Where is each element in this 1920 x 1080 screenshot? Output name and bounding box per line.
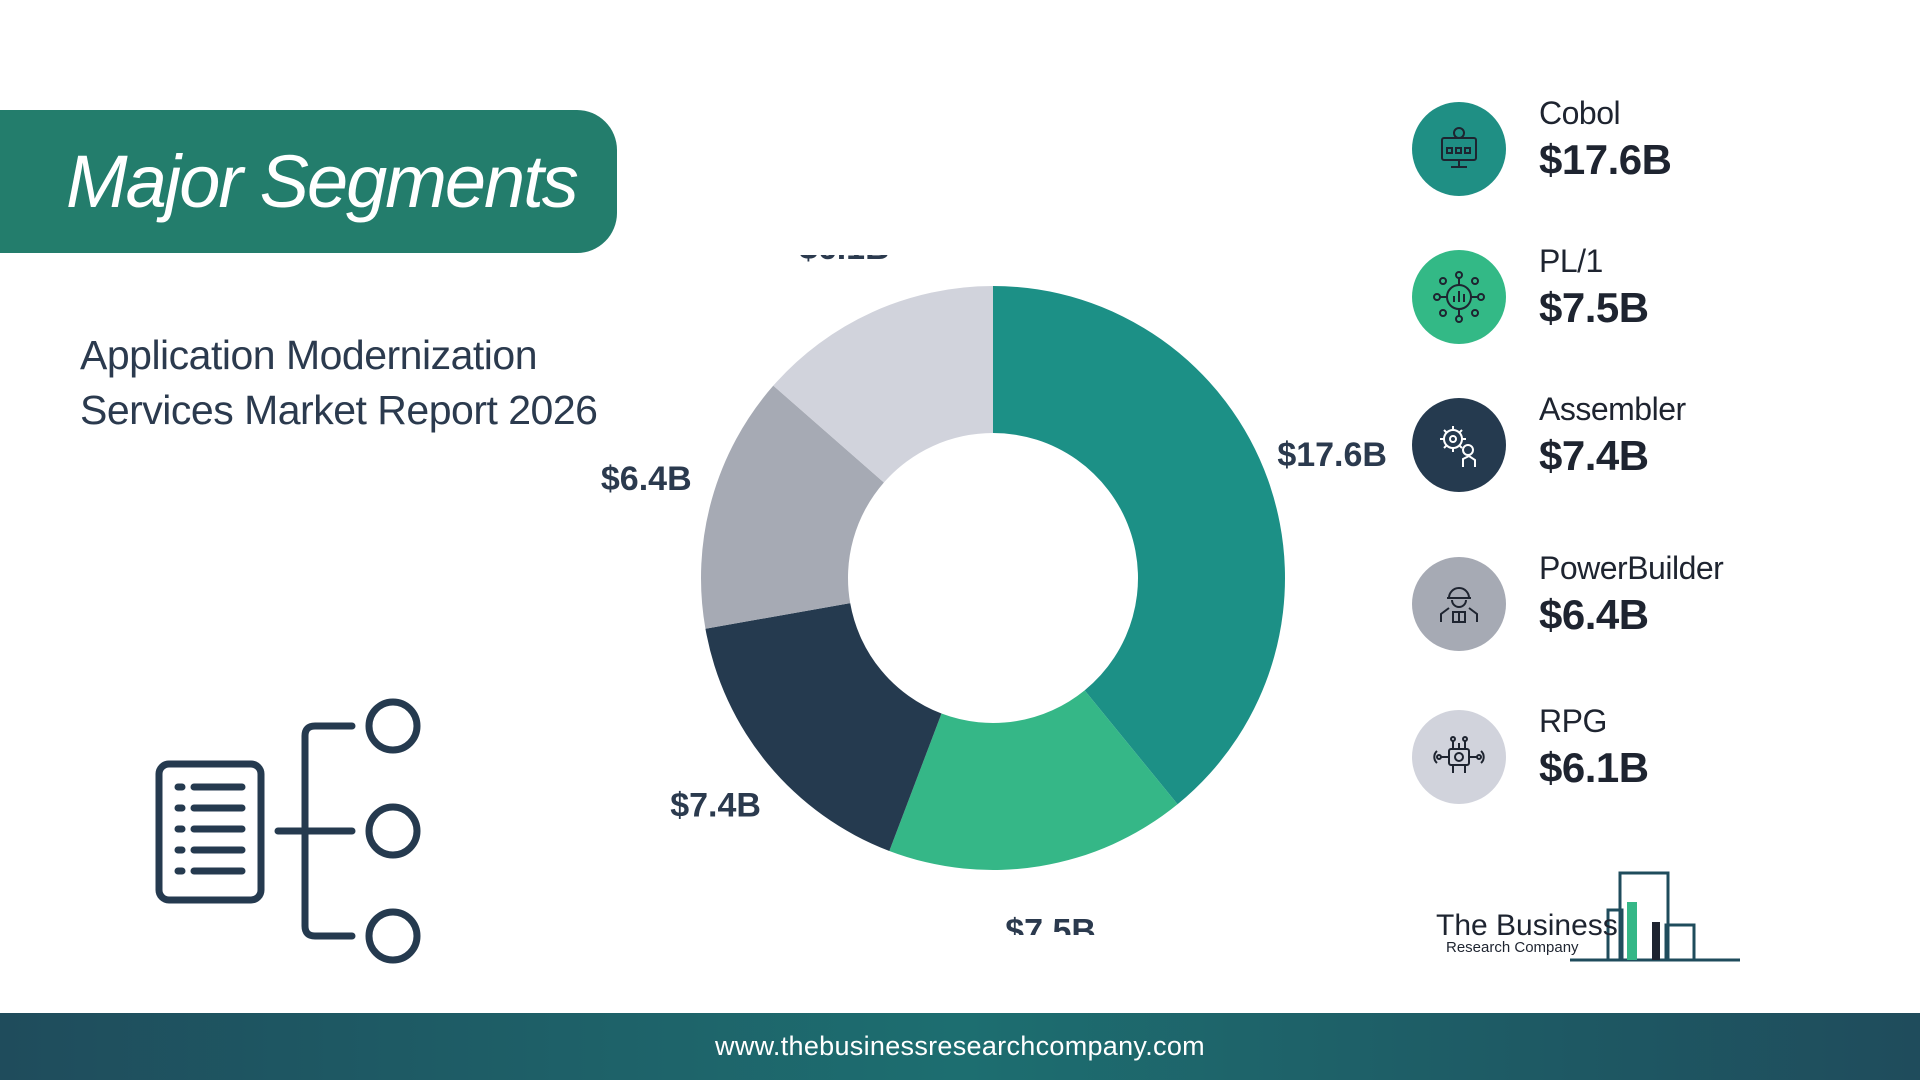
legend-label-pl1: PL/1	[1539, 243, 1603, 279]
footer-url: www.thebusinessresearchcompany.com	[715, 1031, 1205, 1061]
worker-helmet-icon	[1412, 557, 1506, 651]
data-label-rpg: $6.1B	[799, 255, 890, 267]
data-label-assembler: $7.4B	[670, 786, 761, 824]
legend-label-rpg: RPG	[1539, 703, 1607, 739]
legend-value-rpg: $6.1B	[1539, 744, 1649, 791]
legend-item-rpg: RPG $6.1B	[1412, 703, 1872, 810]
donut-chart: $17.6B $7.5B $7.4B $6.4B $6.1B	[601, 255, 1387, 935]
circuit-chip-icon	[1412, 710, 1506, 804]
footer-bar: www.thebusinessresearchcompany.com	[0, 1013, 1920, 1080]
donut-slice-cobol	[993, 286, 1285, 805]
legend-value-powerbuilder: $6.4B	[1539, 591, 1649, 638]
data-label-powerbuilder: $6.4B	[601, 460, 692, 498]
legend-value-assembler: $7.4B	[1539, 432, 1649, 479]
legend-item-assembler: Assembler $7.4B	[1412, 391, 1872, 498]
company-logo: The Business Research Company	[1436, 871, 1740, 962]
donut-slice-assembler	[705, 603, 942, 851]
data-label-cobol: $17.6B	[1277, 436, 1387, 474]
legend-label-cobol: Cobol	[1539, 95, 1621, 131]
donut-slice-rpg	[773, 286, 993, 483]
donut-data-labels: $17.6B $7.5B $7.4B $6.4B $6.1B	[601, 255, 1387, 935]
legend-item-pl1: PL/1 $7.5B	[1412, 243, 1872, 350]
logo-line-2: Research Company	[1446, 939, 1579, 956]
legend-label-assembler: Assembler	[1539, 391, 1686, 427]
title-banner: Major Segments	[0, 110, 617, 253]
data-label-pl1: $7.5B	[1005, 912, 1096, 935]
report-subtitle-line-1: Application Modernization	[80, 332, 538, 378]
legend-item-cobol: Cobol $17.6B	[1412, 95, 1872, 202]
document-tree-icon	[155, 698, 421, 964]
gear-hand-icon	[1412, 398, 1506, 492]
logo-line-1: The Business	[1436, 909, 1618, 942]
legend-label-powerbuilder: PowerBuilder	[1539, 550, 1724, 586]
monitor-lightbulb-icon	[1412, 102, 1506, 196]
report-subtitle: Application Modernization Services Marke…	[80, 328, 640, 438]
bar-buildings-logo-icon	[1570, 871, 1740, 962]
donut-slice-powerbuilder	[701, 385, 884, 629]
page-title: Major Segments	[66, 140, 579, 223]
report-subtitle-line-2: Services Market Report 2026	[80, 387, 598, 433]
donut-slice-pl1	[889, 690, 1178, 870]
donut-slices	[701, 286, 1285, 870]
legend-value-cobol: $17.6B	[1539, 136, 1672, 183]
legend-item-powerbuilder: PowerBuilder $6.4B	[1412, 550, 1872, 657]
network-chart-icon	[1412, 250, 1506, 344]
legend-value-pl1: $7.5B	[1539, 284, 1649, 331]
